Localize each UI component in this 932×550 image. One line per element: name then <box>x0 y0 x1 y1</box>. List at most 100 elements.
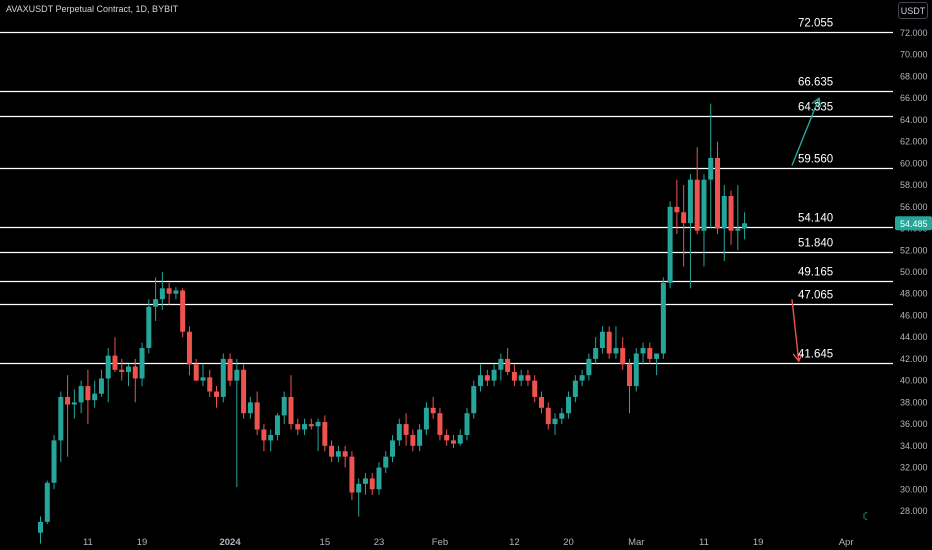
candle-body <box>681 212 687 224</box>
candle-body <box>742 223 748 229</box>
candle-body <box>329 445 335 457</box>
candle-body <box>593 348 599 359</box>
candle-body <box>640 348 646 354</box>
candle-body <box>464 413 470 435</box>
y-tick-label: 68.000 <box>900 71 928 81</box>
candle-body <box>430 407 436 414</box>
candle-body <box>200 377 206 381</box>
candle-body <box>51 440 57 483</box>
y-tick-label: 44.000 <box>900 332 928 342</box>
candle-body <box>715 157 720 229</box>
candle-body <box>362 478 368 484</box>
candle-body <box>396 424 402 441</box>
candle-body <box>532 380 538 397</box>
candle-body <box>498 358 504 370</box>
candle-body <box>369 478 375 490</box>
symbol-title: AVAXUSDT Perpetual Contract, 1D, BYBIT <box>6 4 179 14</box>
candle-body <box>92 393 98 401</box>
candle-body <box>376 467 382 490</box>
candle-body <box>38 521 43 533</box>
candle-body <box>410 434 416 446</box>
y-tick-label: 30.000 <box>900 484 928 494</box>
candle-body <box>98 378 104 394</box>
candle-body <box>552 418 558 425</box>
level-label: 51.840 <box>798 238 833 250</box>
candle-body <box>701 179 707 231</box>
candle-body <box>572 380 578 397</box>
candle-body <box>288 396 294 425</box>
x-tick-label: 2024 <box>219 537 241 548</box>
y-tick-label: 48.000 <box>900 289 928 299</box>
candle-body <box>566 396 572 414</box>
horizontal-levels <box>0 31 893 365</box>
candle-body <box>478 375 484 387</box>
candle-body <box>417 429 423 446</box>
level-label: 49.165 <box>798 267 833 279</box>
y-tick-label: 58.000 <box>900 180 928 190</box>
candle-body <box>295 424 301 430</box>
y-tick-label: 46.000 <box>900 310 928 320</box>
candle-body <box>315 421 321 427</box>
candle-body <box>423 407 429 430</box>
candle-body <box>471 386 477 414</box>
y-tick-label: 70.000 <box>900 50 928 60</box>
last-price-badge <box>895 216 932 231</box>
candle-body <box>247 402 253 414</box>
candle-body <box>708 157 714 180</box>
candle-body <box>626 364 632 387</box>
y-tick-label: 32.000 <box>900 463 928 473</box>
y-tick-label: 52.000 <box>900 245 928 255</box>
candle-body <box>450 440 456 444</box>
candle-body <box>274 415 280 435</box>
candle-body <box>633 353 639 387</box>
x-tick-label: Mar <box>628 537 644 548</box>
candle-body <box>586 358 592 376</box>
candle-body <box>545 407 551 425</box>
level-label: 41.645 <box>798 349 833 361</box>
y-tick-label: 36.000 <box>900 419 928 429</box>
candle-body <box>146 306 152 349</box>
y-tick-label: 64.000 <box>900 115 928 125</box>
tradingview-logo-icon: ☾ <box>862 511 872 523</box>
candle-body <box>44 482 50 522</box>
candle-body <box>538 396 544 408</box>
candle-body <box>349 456 355 493</box>
level-labels: 72.055 66.635 64.335 59.560 54.140 51.840 49.1… <box>798 18 833 361</box>
candle-body <box>694 179 700 231</box>
candle-body <box>71 402 77 405</box>
candle-body <box>302 424 308 430</box>
candle-body <box>159 288 165 300</box>
level-label: 54.140 <box>798 213 833 225</box>
x-tick-label: Apr <box>839 537 854 548</box>
candle-body <box>261 429 267 441</box>
candle-body <box>105 355 111 379</box>
y-tick-label: 50.000 <box>900 267 928 277</box>
candle-body <box>620 348 626 365</box>
candle-body <box>186 331 192 365</box>
candle-body <box>322 421 328 446</box>
candle-body <box>525 375 531 381</box>
candle-body <box>613 348 619 354</box>
last-price-label: 54.485 <box>900 219 928 229</box>
currency-button[interactable]: USDT <box>898 2 928 19</box>
x-tick-label: 12 <box>509 537 520 548</box>
candle-body <box>234 369 240 381</box>
y-tick-label: 42.000 <box>900 354 928 364</box>
y-tick-label: 62.000 <box>900 137 928 147</box>
candle-body <box>220 358 226 397</box>
y-tick-label: 66.000 <box>900 93 928 103</box>
x-tick-label: 20 <box>563 537 574 548</box>
x-tick-label: 19 <box>753 537 764 548</box>
candle-body <box>166 288 172 294</box>
arrow-down-icon <box>791 299 804 363</box>
level-label: 47.065 <box>798 290 833 302</box>
candle-body <box>390 440 396 457</box>
candle-body <box>65 396 71 405</box>
time-axis: 111920241523Feb1220Mar1119Apr15 <box>83 537 854 548</box>
level-label: 59.560 <box>798 154 833 166</box>
arrow-up-icon <box>791 96 822 166</box>
candle-body <box>214 391 220 397</box>
candle-body <box>308 424 314 427</box>
candle-body <box>606 331 612 354</box>
